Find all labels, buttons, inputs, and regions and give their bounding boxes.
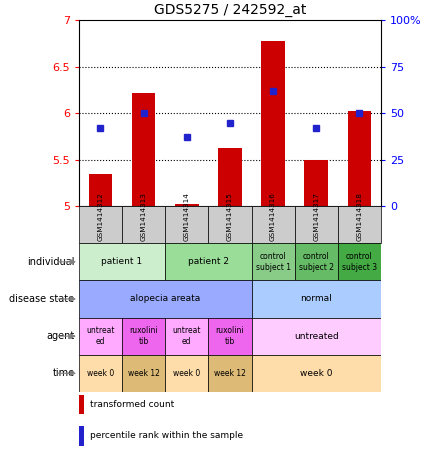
Text: disease state: disease state (9, 294, 74, 304)
Bar (295, 243, 338, 280)
Bar (79, 206, 122, 243)
Text: transformed count: transformed count (91, 400, 175, 409)
Bar (304, 160, 328, 206)
Text: GSM1414316: GSM1414316 (270, 193, 276, 241)
Title: GDS5275 / 242592_at: GDS5275 / 242592_at (154, 3, 306, 17)
Bar (79, 355, 122, 392)
Text: GSM1414317: GSM1414317 (313, 193, 319, 241)
Bar (175, 204, 199, 206)
Text: untreat
ed: untreat ed (173, 327, 201, 346)
Bar (165, 355, 208, 392)
Text: normal: normal (300, 294, 332, 304)
Bar (251, 206, 295, 243)
Bar (251, 243, 295, 280)
Bar (122, 355, 165, 392)
Bar (251, 280, 381, 318)
Bar (208, 206, 251, 243)
Bar (79, 426, 84, 446)
Text: week 12: week 12 (127, 369, 159, 378)
Text: time: time (53, 368, 74, 378)
Text: untreat
ed: untreat ed (86, 327, 115, 346)
Text: GSM1414313: GSM1414313 (141, 193, 147, 241)
Bar (295, 206, 338, 243)
Text: agent: agent (46, 331, 74, 341)
Bar (251, 318, 381, 355)
Bar (122, 318, 165, 355)
Text: control
subject 2: control subject 2 (299, 252, 334, 271)
Bar (348, 111, 371, 206)
Text: week 0: week 0 (87, 369, 114, 378)
Bar (165, 206, 208, 243)
Text: ruxolini
tib: ruxolini tib (215, 327, 244, 346)
Bar (88, 173, 112, 206)
Text: patient 1: patient 1 (102, 257, 143, 266)
Bar (79, 318, 122, 355)
Bar (251, 355, 381, 392)
Text: week 0: week 0 (300, 369, 332, 378)
Bar (338, 243, 381, 280)
Text: week 0: week 0 (173, 369, 201, 378)
Text: week 12: week 12 (214, 369, 246, 378)
Text: individual: individual (27, 257, 74, 267)
Bar (208, 355, 251, 392)
Bar (79, 280, 251, 318)
Text: untreated: untreated (294, 332, 339, 341)
Bar (122, 206, 165, 243)
Bar (218, 148, 242, 206)
Text: percentile rank within the sample: percentile rank within the sample (91, 431, 244, 440)
Bar (338, 206, 381, 243)
Bar (165, 318, 208, 355)
Text: control
subject 3: control subject 3 (342, 252, 377, 271)
Bar (208, 318, 251, 355)
Bar (261, 41, 285, 206)
Text: control
subject 1: control subject 1 (256, 252, 291, 271)
Bar (79, 243, 165, 280)
Bar (79, 395, 84, 414)
Text: GSM1414315: GSM1414315 (227, 193, 233, 241)
Text: ruxolini
tib: ruxolini tib (129, 327, 158, 346)
Text: patient 2: patient 2 (188, 257, 229, 266)
Text: alopecia areata: alopecia areata (130, 294, 200, 304)
Text: GSM1414312: GSM1414312 (97, 193, 103, 241)
Bar (165, 243, 251, 280)
Text: GSM1414314: GSM1414314 (184, 193, 190, 241)
Text: GSM1414318: GSM1414318 (357, 193, 363, 241)
Bar (132, 93, 155, 206)
